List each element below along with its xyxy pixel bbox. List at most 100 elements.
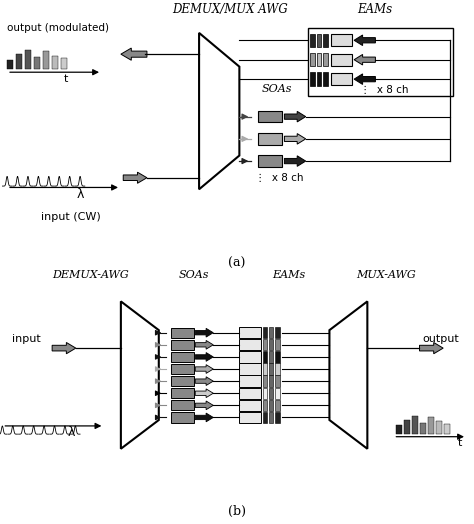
Bar <box>310 53 315 67</box>
Bar <box>263 412 267 423</box>
Text: SOAs: SOAs <box>262 84 292 94</box>
Bar <box>7 60 13 69</box>
Bar <box>52 56 58 69</box>
Bar <box>275 351 280 363</box>
Bar <box>310 72 315 86</box>
Bar <box>428 418 434 434</box>
Bar <box>269 412 273 423</box>
Bar <box>275 363 280 375</box>
Polygon shape <box>354 74 375 84</box>
Bar <box>171 388 194 398</box>
Bar <box>269 363 273 375</box>
Bar <box>239 363 261 375</box>
Bar <box>61 58 67 69</box>
Text: t: t <box>457 438 462 448</box>
Polygon shape <box>195 329 213 337</box>
Bar <box>239 388 261 399</box>
Bar <box>323 34 328 47</box>
Bar <box>317 72 321 86</box>
Bar <box>258 155 282 167</box>
Bar <box>308 28 453 96</box>
Bar <box>269 339 273 351</box>
Polygon shape <box>199 33 239 189</box>
Bar <box>323 72 328 86</box>
Bar <box>317 34 321 47</box>
Bar <box>396 425 402 434</box>
Bar <box>263 400 267 411</box>
Polygon shape <box>284 134 306 144</box>
Bar <box>331 34 352 46</box>
Text: output: output <box>422 334 459 344</box>
Text: MUX-AWG: MUX-AWG <box>356 270 416 280</box>
Bar <box>171 340 194 350</box>
Polygon shape <box>284 156 306 166</box>
Bar <box>420 422 426 434</box>
Polygon shape <box>121 301 159 449</box>
Text: EAMs: EAMs <box>273 270 306 280</box>
Polygon shape <box>195 365 213 374</box>
Bar <box>444 424 450 434</box>
Polygon shape <box>195 413 213 422</box>
Text: SOAs: SOAs <box>179 270 210 280</box>
Text: input: input <box>12 334 40 344</box>
Text: DEMUX-AWG: DEMUX-AWG <box>52 270 128 280</box>
Polygon shape <box>329 301 367 449</box>
Polygon shape <box>195 389 213 398</box>
Bar <box>239 351 261 363</box>
Bar <box>263 363 267 375</box>
Text: (b): (b) <box>228 505 246 518</box>
Polygon shape <box>354 35 375 46</box>
Polygon shape <box>123 172 147 183</box>
Bar <box>275 376 280 387</box>
Bar <box>239 376 261 387</box>
Bar <box>310 34 315 47</box>
Text: λ: λ <box>77 188 84 201</box>
Bar <box>239 412 261 423</box>
Polygon shape <box>419 343 443 354</box>
Text: λ: λ <box>67 427 75 439</box>
Bar <box>275 400 280 411</box>
Bar <box>263 376 267 387</box>
Bar <box>323 53 328 67</box>
Bar <box>331 54 352 66</box>
Text: output (modulated): output (modulated) <box>7 23 109 33</box>
Text: ⋮  x 8 ch: ⋮ x 8 ch <box>255 173 304 183</box>
Bar <box>269 351 273 363</box>
Bar <box>171 400 194 410</box>
Bar <box>404 420 410 434</box>
Bar <box>275 388 280 399</box>
Text: EAMs: EAMs <box>357 3 392 16</box>
Polygon shape <box>195 377 213 386</box>
Bar <box>16 54 22 69</box>
Bar <box>436 421 442 434</box>
Polygon shape <box>284 112 306 122</box>
Bar <box>25 50 31 69</box>
Bar <box>412 416 418 434</box>
Bar <box>263 339 267 351</box>
Bar <box>269 327 273 339</box>
Text: DEMUX/MUX AWG: DEMUX/MUX AWG <box>172 3 288 16</box>
Bar <box>43 51 49 69</box>
Polygon shape <box>121 48 147 60</box>
Bar <box>239 400 261 411</box>
Bar <box>275 412 280 423</box>
Bar <box>239 327 261 339</box>
Bar <box>239 339 261 351</box>
Bar <box>263 327 267 339</box>
Text: t: t <box>64 74 69 84</box>
Bar <box>258 111 282 123</box>
Bar <box>275 339 280 351</box>
Bar <box>275 327 280 339</box>
Polygon shape <box>354 54 375 65</box>
Bar <box>171 376 194 386</box>
Bar <box>269 376 273 387</box>
Polygon shape <box>195 353 213 361</box>
Polygon shape <box>195 401 213 410</box>
Text: ⋮  x 8 ch: ⋮ x 8 ch <box>360 85 408 95</box>
Bar <box>171 364 194 374</box>
Bar <box>263 388 267 399</box>
Bar <box>34 57 40 69</box>
Text: input (CW): input (CW) <box>41 212 101 222</box>
Bar <box>269 400 273 411</box>
Bar <box>171 328 194 338</box>
